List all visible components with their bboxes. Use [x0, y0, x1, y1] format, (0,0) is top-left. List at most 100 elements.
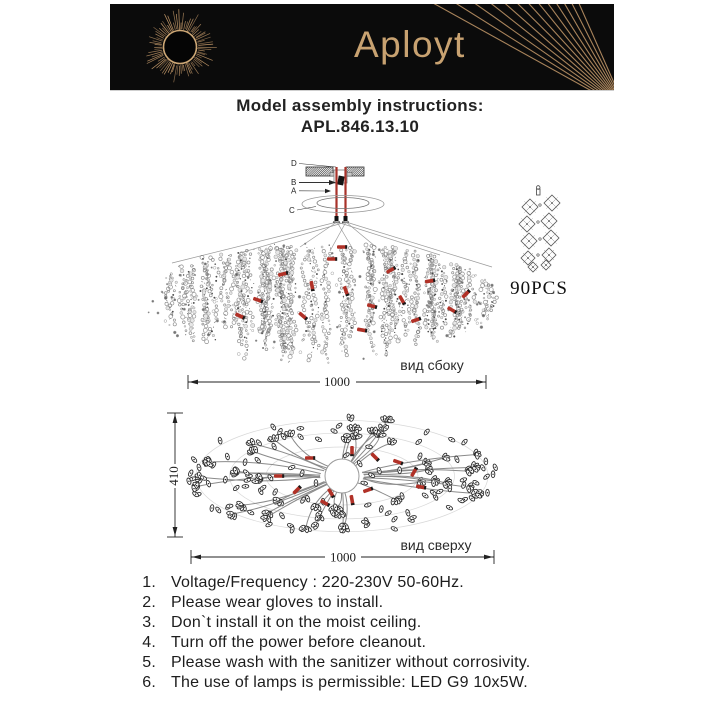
crystal-dot: [238, 269, 240, 272]
leaf-dot: [301, 472, 303, 474]
crystal-bead: [275, 276, 279, 280]
crystal-bead: [231, 320, 237, 325]
crystal-bead: [301, 274, 306, 279]
crystal-dot: [490, 305, 492, 308]
leaf-dot: [262, 487, 264, 489]
leaf-dot: [275, 498, 278, 500]
instruction-text: Please wash with the sanitizer without c…: [171, 654, 531, 671]
crystal-bead: [383, 266, 388, 271]
crystal-bead: [385, 342, 389, 346]
sunburst-spoke: [160, 22, 170, 34]
crystal-bead: [265, 306, 269, 311]
leaf-dot: [370, 474, 373, 476]
crystal-bead: [216, 270, 221, 275]
crystal-bead: [442, 286, 446, 290]
crystal-dot: [487, 300, 489, 302]
crystal-bead: [494, 295, 499, 300]
instruction-list: 1. Voltage/Frequency : 220-230V 50-60Hz.…: [118, 573, 618, 693]
crystal-dot: [307, 254, 311, 257]
lamp-tip: [418, 316, 422, 321]
crystal-dot: [156, 311, 160, 315]
crystal-bead: [346, 267, 350, 271]
crystal-bead: [282, 283, 286, 286]
crystal-dot: [297, 294, 302, 299]
sunburst-spoke: [151, 58, 166, 70]
suspension-wire: [345, 221, 493, 268]
crystal-dot: [400, 278, 404, 282]
crystal-bead: [443, 290, 448, 295]
crystal-bead: [275, 280, 279, 284]
leaf-dot: [208, 463, 211, 466]
crystal-dot: [261, 330, 265, 333]
lamp-holder: [447, 306, 457, 314]
crystal-bead: [409, 262, 412, 265]
crystal-bead: [172, 322, 177, 327]
crystal-bead: [386, 303, 389, 306]
crystal-bead: [206, 278, 210, 282]
crystal-dot: [291, 274, 293, 277]
crystal-dot: [434, 327, 437, 330]
lamp-tip: [364, 328, 368, 333]
leaf-dot: [281, 515, 283, 517]
crystal-dot: [280, 310, 281, 312]
crystal-dot: [460, 317, 462, 319]
sunburst-spoke: [195, 56, 210, 67]
crystal-dot: [287, 292, 290, 295]
leaf-dot: [224, 478, 227, 481]
instruction-number: 6.: [142, 674, 156, 691]
instruction-item: 5. Please wash with the sanitizer withou…: [118, 653, 618, 673]
crystal-dot: [245, 337, 248, 339]
crystal-dot: [247, 295, 250, 298]
crystal-dot: [362, 357, 365, 361]
instruction-text: Voltage/Frequency : 220-230V 50-60Hz.: [171, 574, 464, 591]
crystal-dot: [281, 312, 284, 315]
crystal-dot: [272, 314, 274, 317]
sunburst-spoke: [160, 60, 170, 72]
leaf-dot: [351, 417, 353, 419]
crystal-dot: [429, 301, 433, 305]
crystal-dot: [261, 318, 263, 319]
crystal-bead: [168, 308, 172, 311]
branch-arm: [362, 454, 474, 473]
crystal-bead: [410, 295, 414, 300]
crystal-bead: [218, 256, 223, 261]
crystal-dot: [211, 299, 214, 302]
crystal-bead: [367, 294, 372, 298]
crystal-bead: [182, 320, 186, 324]
crystal-dot: [207, 261, 209, 263]
lamp-tip: [345, 245, 348, 249]
crystal-dot: [211, 309, 216, 313]
crystal-dot: [290, 289, 292, 291]
sunburst-spoke: [191, 23, 202, 34]
crystal-bead: [347, 333, 351, 338]
sunburst-spoke: [153, 26, 166, 37]
crystal-bead: [347, 284, 352, 288]
sunburst-spoke: [197, 51, 208, 55]
crystal-bead: [241, 311, 247, 316]
crystal-tick: [381, 320, 383, 322]
crystal-dot: [263, 271, 265, 273]
crystal-bead: [289, 270, 295, 275]
crystal-bead: [324, 353, 328, 356]
crystal-dot: [229, 262, 232, 265]
crystal-bead: [183, 325, 187, 328]
crystal-tick: [245, 306, 247, 309]
crystal-dot: [423, 291, 426, 295]
diamond-center: [551, 202, 553, 204]
crystal-bead: [258, 258, 262, 262]
model-number: APL.846.13.10: [300, 117, 420, 136]
crystal-bead: [315, 313, 320, 319]
crystal-bead: [210, 287, 214, 291]
crystal-bead: [201, 297, 205, 301]
crystal-dot: [406, 328, 410, 332]
hatch-line: [315, 166, 326, 177]
diamond-center: [526, 223, 528, 225]
sunburst-spoke: [190, 62, 199, 75]
crystal-bead: [266, 257, 271, 262]
crystal-bead: [371, 269, 375, 273]
branch-arm: [255, 451, 325, 472]
crystal-bead: [385, 351, 389, 354]
crystal-bead: [440, 325, 444, 330]
crystal-dot: [459, 310, 462, 313]
sunburst-logo-icon: [146, 9, 217, 83]
